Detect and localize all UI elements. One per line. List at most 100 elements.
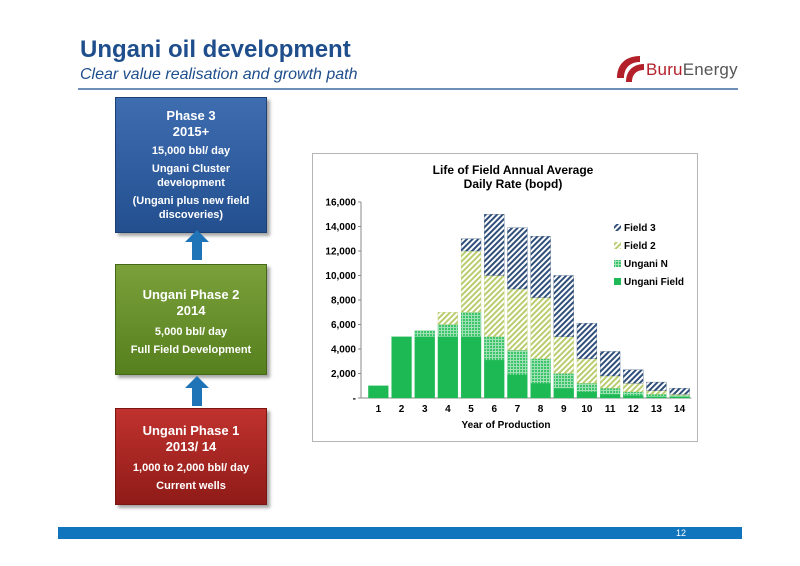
y-tick-label: 4,000 [331, 345, 356, 356]
logo-word-energy: Energy [682, 60, 738, 79]
y-tick-label: - [353, 394, 356, 405]
x-tick-label: 5 [468, 404, 474, 415]
legend-label: Ungani N [624, 259, 668, 270]
bar-segment [646, 394, 667, 397]
bar-segment [646, 396, 667, 399]
phase-3-period: 2015+ [172, 124, 210, 139]
bar-segment [623, 383, 644, 393]
chart-title-line-2: Daily Rate (bopd) [464, 177, 563, 191]
x-tick-label: 7 [515, 404, 521, 415]
x-tick-label: 13 [651, 404, 663, 415]
bar-segment [669, 395, 690, 397]
x-tick-label: 6 [491, 404, 497, 415]
bar-segment [414, 336, 435, 399]
y-tick-label: 10,000 [325, 271, 356, 282]
buru-energy-logo [617, 56, 644, 82]
bar-segment [484, 275, 505, 337]
legend-swatch [614, 260, 621, 267]
x-tick-label: 4 [445, 404, 451, 415]
phase-3-heading: Phase 3 [166, 108, 216, 123]
x-tick-label: 3 [422, 404, 428, 415]
bar-segment [437, 312, 459, 325]
y-tick-label: 14,000 [325, 222, 356, 233]
legend-swatch [614, 224, 621, 231]
bar-segment [669, 394, 690, 396]
bar-segment [599, 394, 621, 399]
phase-1-period: 2013/ 14 [165, 439, 217, 454]
phase-3-desc: Ungani Cluster development [151, 163, 231, 189]
bar-segment [484, 336, 505, 361]
page-number: 12 [676, 528, 687, 538]
header-rule [78, 88, 738, 90]
bar-segment [599, 388, 621, 395]
bar-segment [623, 395, 644, 399]
bar-segment [391, 336, 412, 399]
up-arrow-icon [185, 376, 209, 406]
phase-1-desc: Current wells [156, 480, 226, 492]
logo-word-buru: Buru [646, 60, 683, 79]
bar-segment [507, 374, 528, 399]
y-tick-label: 12,000 [325, 247, 356, 258]
bar-segment [460, 250, 482, 313]
bar-segment [669, 388, 690, 395]
bar-segment [437, 336, 459, 399]
phase-2-desc: Full Field Development [130, 344, 252, 356]
phase-3-rate: 15,000 bbl/ day [151, 145, 231, 157]
bar-segment [414, 330, 435, 337]
bar-segment [460, 336, 482, 399]
bar-segment [553, 388, 574, 399]
bar-segment [530, 236, 551, 298]
legend-label: Field 3 [624, 223, 656, 234]
bar-segment [669, 396, 690, 399]
x-tick-label: 11 [605, 404, 616, 415]
bar-segment [623, 369, 644, 384]
legend-label: Ungani Field [624, 277, 684, 288]
bar-segment [646, 381, 667, 391]
bar-segment [553, 373, 574, 389]
bar-segment [599, 351, 621, 377]
x-tick-label: 1 [376, 404, 382, 415]
x-tick-label: 8 [538, 404, 544, 415]
bar-segment [530, 358, 551, 384]
phase-2-period: 2014 [176, 303, 206, 318]
y-tick-label: 16,000 [325, 198, 356, 209]
x-tick-label: 9 [561, 404, 567, 415]
bar-segment [599, 375, 621, 389]
bar-segment [460, 238, 482, 252]
bar-segment [368, 385, 389, 399]
x-tick-label: 14 [674, 404, 686, 415]
phase-2-rate: 5,000 bbl/ day [154, 326, 228, 338]
legend-swatch [614, 278, 621, 285]
chart-frame: Life of Field Annual Average Daily Rate (… [312, 153, 698, 442]
page-title: Ungani oil development [80, 36, 351, 63]
bar-segment [460, 312, 482, 337]
bar-segment [484, 359, 505, 399]
page-subtitle: Clear value realisation and growth path [80, 66, 358, 83]
x-tick-label: 2 [399, 404, 405, 415]
legend-swatch [614, 242, 621, 249]
bar-segment [553, 336, 574, 374]
bar-segment [623, 391, 644, 396]
phase-3-box: Phase 3 2015+ 15,000 bbl/ day Ungani Clu… [115, 97, 267, 233]
footer-bar [58, 527, 742, 539]
bar-segment [530, 297, 551, 359]
bar-segment [576, 323, 598, 359]
x-tick-label: 12 [628, 404, 640, 415]
legend-label: Field 2 [624, 241, 656, 252]
y-tick-label: 6,000 [331, 320, 356, 331]
bar-segment [576, 391, 598, 399]
phase-1-box: Ungani Phase 1 2013/ 14 1,000 to 2,000 b… [115, 408, 267, 505]
phase-1-rate: 1,000 to 2,000 bbl/ day [132, 462, 250, 474]
phase-3-note: (Ungani plus new field discoveries) [132, 195, 250, 221]
y-tick-label: 2,000 [331, 369, 356, 380]
phase-1-heading: Ungani Phase 1 [142, 423, 240, 438]
bar-segment [576, 358, 598, 384]
logo-wordmark: BuruEnergy [646, 60, 738, 80]
bar-segment [484, 214, 505, 276]
bar-segment [437, 324, 459, 337]
phase-2-heading: Ungani Phase 2 [142, 287, 240, 302]
bar-segment [576, 383, 598, 393]
bar-segment [646, 390, 667, 395]
x-tick-label: 10 [581, 404, 593, 415]
